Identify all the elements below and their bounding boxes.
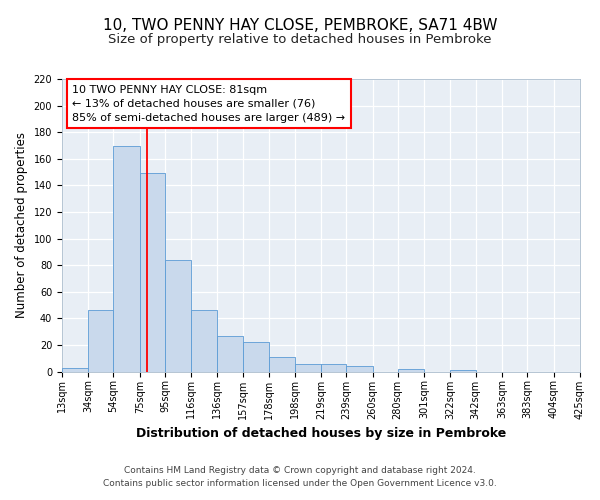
Bar xyxy=(88,310,113,372)
X-axis label: Distribution of detached houses by size in Pembroke: Distribution of detached houses by size … xyxy=(136,427,506,440)
Bar xyxy=(321,364,346,372)
Bar xyxy=(140,174,165,372)
Bar xyxy=(165,260,191,372)
Bar xyxy=(62,368,88,372)
Bar xyxy=(243,342,269,372)
Bar xyxy=(113,146,140,372)
Bar xyxy=(269,357,295,372)
Bar xyxy=(398,369,424,372)
Text: 10, TWO PENNY HAY CLOSE, PEMBROKE, SA71 4BW: 10, TWO PENNY HAY CLOSE, PEMBROKE, SA71 … xyxy=(103,18,497,32)
Text: Size of property relative to detached houses in Pembroke: Size of property relative to detached ho… xyxy=(108,32,492,46)
Bar xyxy=(217,336,243,372)
Bar xyxy=(346,366,373,372)
Bar xyxy=(451,370,476,372)
Bar xyxy=(580,370,600,372)
Bar xyxy=(191,310,217,372)
Text: 10 TWO PENNY HAY CLOSE: 81sqm
← 13% of detached houses are smaller (76)
85% of s: 10 TWO PENNY HAY CLOSE: 81sqm ← 13% of d… xyxy=(72,85,346,123)
Y-axis label: Number of detached properties: Number of detached properties xyxy=(15,132,28,318)
Text: Contains HM Land Registry data © Crown copyright and database right 2024.
Contai: Contains HM Land Registry data © Crown c… xyxy=(103,466,497,487)
Bar xyxy=(295,364,321,372)
